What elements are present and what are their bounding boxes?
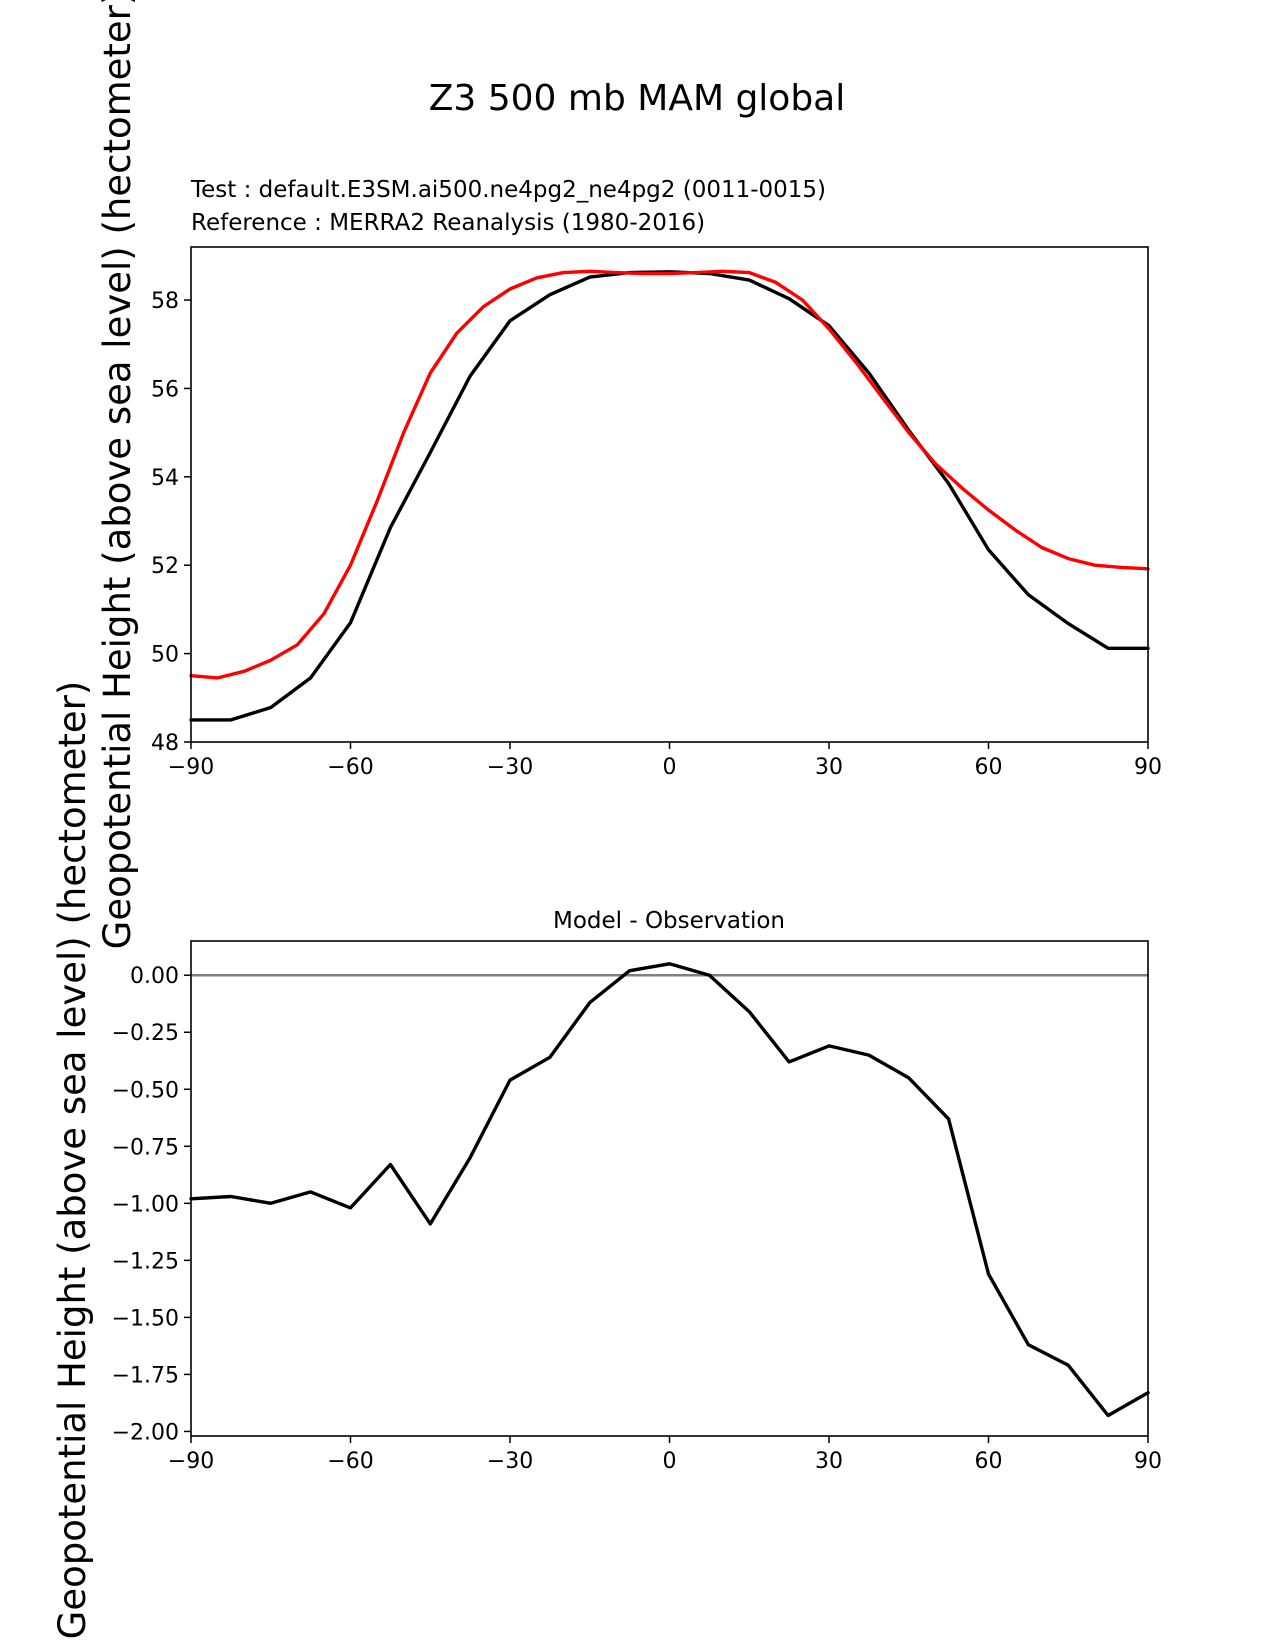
- y-tick-label: 50: [151, 643, 179, 668]
- x-tick-label: 60: [975, 755, 1003, 780]
- x-tick-label: −90: [168, 1449, 214, 1474]
- y-tick-label: 56: [151, 377, 179, 402]
- x-tick-label: −30: [487, 755, 533, 780]
- x-tick-label: 90: [1134, 1449, 1162, 1474]
- y-tick-label: −0.50: [112, 1078, 179, 1103]
- x-tick-label: −60: [327, 1449, 373, 1474]
- y-tick-label: 54: [151, 466, 179, 491]
- y-tick-label: −1.25: [112, 1249, 179, 1274]
- y-tick-label: 48: [151, 731, 179, 756]
- x-tick-label: 90: [1134, 755, 1162, 780]
- x-tick-label: 30: [815, 1449, 843, 1474]
- y-tick-label: −0.25: [112, 1021, 179, 1046]
- test-label: Test : default.E3SM.ai500.ne4pg2_ne4pg2 …: [190, 177, 826, 203]
- reference-label: Reference : MERRA2 Reanalysis (1980-2016…: [191, 210, 705, 236]
- y-tick-label: −1.50: [112, 1306, 179, 1331]
- y-tick-label: −0.75: [112, 1135, 179, 1160]
- y-tick-label: 52: [151, 554, 179, 579]
- y-tick-label: −1.75: [112, 1363, 179, 1388]
- y-tick-label: 0.00: [130, 964, 179, 989]
- y-tick-label: −1.00: [112, 1192, 179, 1217]
- x-tick-label: −30: [487, 1449, 533, 1474]
- x-tick-label: −60: [327, 755, 373, 780]
- difference-title: Model - Observation: [553, 908, 785, 934]
- bottom-plot-frame: [190, 940, 1149, 1437]
- top-y-axis-label: Geopotential Height (above sea level) (h…: [96, 0, 139, 949]
- series-line-reference: [189, 269, 1150, 680]
- y-tick-label: −2.00: [112, 1420, 179, 1445]
- x-tick-label: −90: [168, 755, 214, 780]
- top-axis-ticks: −90 −60 −30 0 30 60 90 48 50 52 54 56 58: [151, 289, 1162, 780]
- bottom-axis-ticks: −90 −60 −30 0 30 60 90 0.00 −0.25 −0.50 −0.75 −1.00…: [112, 964, 1162, 1474]
- bottom-series-group: [189, 962, 1150, 1418]
- top-plot-frame: [190, 246, 1149, 743]
- x-tick-label: 0: [663, 755, 677, 780]
- y-tick-label: 58: [151, 289, 179, 314]
- x-tick-label: 60: [975, 1449, 1003, 1474]
- top-series-group: [189, 269, 1150, 722]
- x-tick-label: 0: [663, 1449, 677, 1474]
- series-line-model-observation: [189, 962, 1150, 1418]
- top-line-chart: Test : default.E3SM.ai500.ne4pg2_ne4pg2 …: [96, 0, 1162, 949]
- figure-title: Z3 500 mb MAM global: [429, 78, 846, 119]
- x-tick-label: 30: [815, 755, 843, 780]
- bottom-y-axis-label: Geopotential Height (above sea level) (h…: [51, 681, 94, 1640]
- bottom-line-chart: Model - Observation Geopotential Height …: [51, 681, 1162, 1640]
